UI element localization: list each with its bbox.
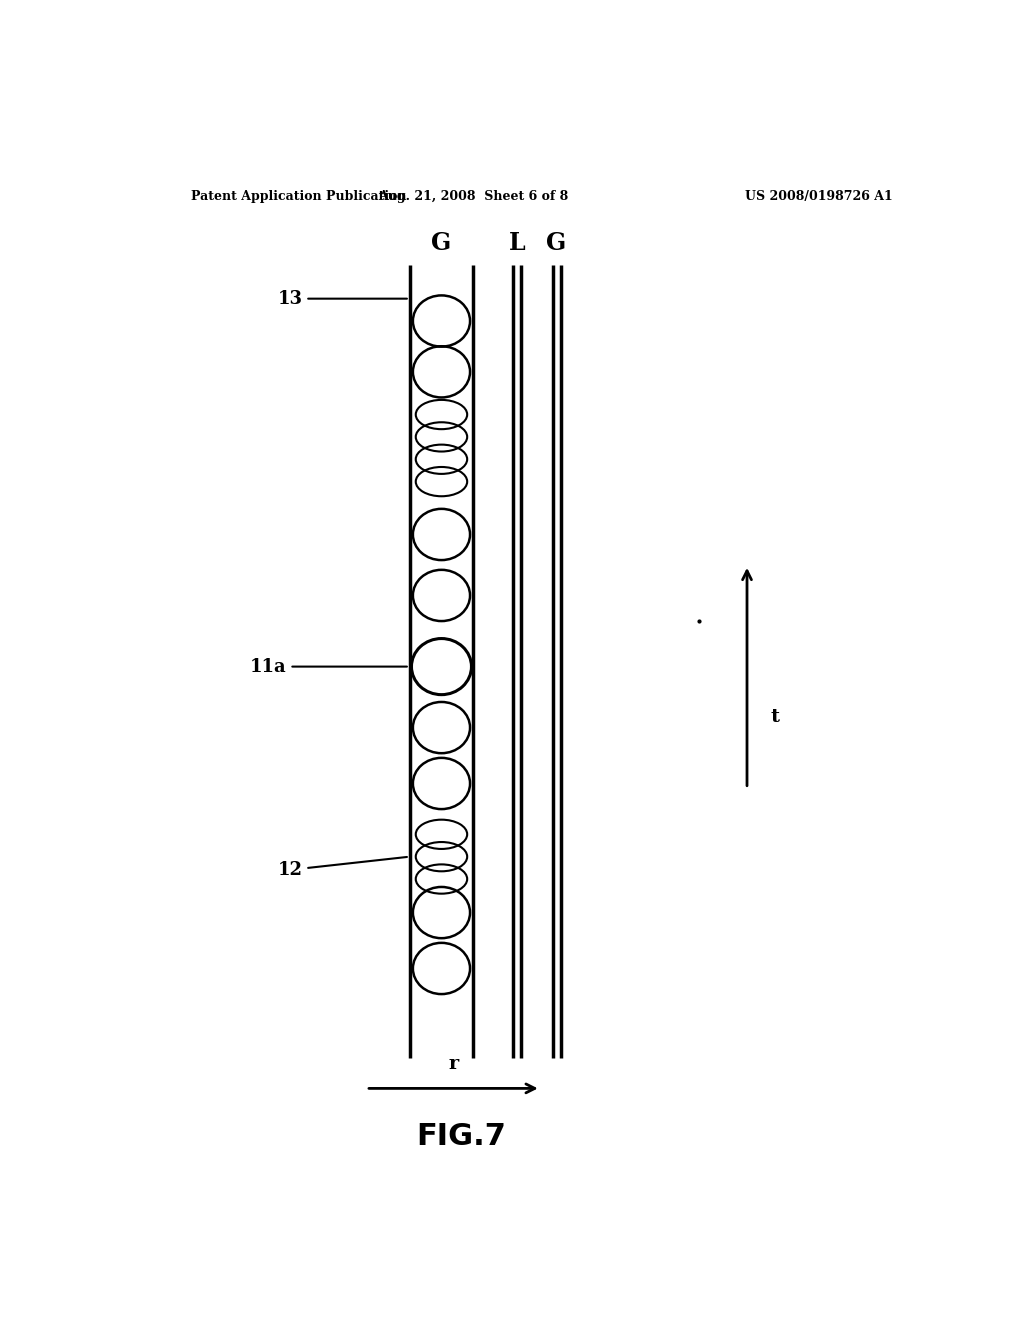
Text: L: L <box>509 231 525 255</box>
Text: G: G <box>547 231 566 255</box>
Text: 13: 13 <box>278 289 407 308</box>
Text: Aug. 21, 2008  Sheet 6 of 8: Aug. 21, 2008 Sheet 6 of 8 <box>378 190 568 202</box>
Text: 11a: 11a <box>250 657 407 676</box>
Text: t: t <box>771 709 780 726</box>
Text: Patent Application Publication: Patent Application Publication <box>191 190 407 202</box>
Text: 12: 12 <box>278 857 407 879</box>
Text: G: G <box>431 231 452 255</box>
Text: FIG.7: FIG.7 <box>417 1122 506 1151</box>
Text: r: r <box>449 1055 459 1073</box>
Text: US 2008/0198726 A1: US 2008/0198726 A1 <box>744 190 892 202</box>
